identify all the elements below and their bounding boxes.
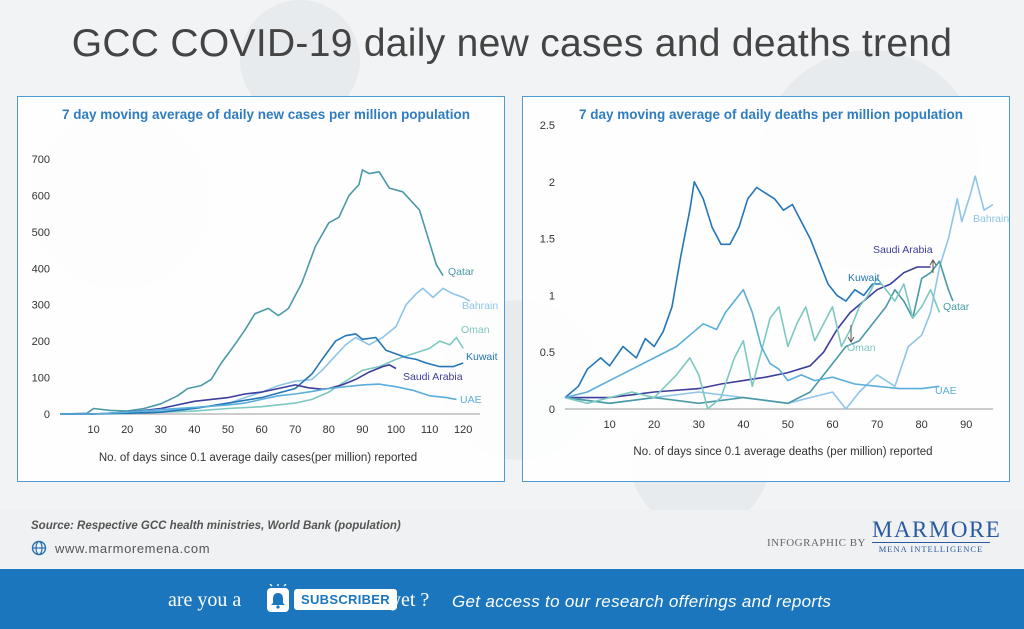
subscriber-label: SUBSCRIBER <box>294 588 397 610</box>
infographic-by-label: INFOGRAPHIC BY <box>767 537 866 549</box>
banner-tagline: Get access to our research offerings and… <box>452 592 832 611</box>
y-tick-label: 100 <box>32 373 50 385</box>
x-tick-label: 70 <box>289 424 301 436</box>
y-tick-label: 300 <box>32 300 50 312</box>
y-tick-label: 400 <box>32 263 50 275</box>
series-line-saudi-arabia <box>60 364 397 415</box>
website-text: www.marmoremena.com <box>55 540 211 556</box>
x-tick-label: 110 <box>421 424 439 436</box>
x-tick-label: 90 <box>356 424 368 436</box>
chart-title: 7 day moving average of daily new cases … <box>62 107 470 122</box>
series-label-qatar: Qatar <box>943 301 970 313</box>
website-link[interactable]: www.marmoremena.com <box>31 540 210 556</box>
x-tick-label: 50 <box>782 419 794 431</box>
y-tick-label: 1.5 <box>540 234 555 246</box>
series-label-oman: Oman <box>847 342 876 354</box>
saudi-arrow-head <box>929 259 937 266</box>
banner-yet: yet ? <box>391 589 430 611</box>
deaths-chart-panel: 7 day moving average of daily deaths per… <box>522 96 1010 482</box>
bell-icon <box>267 584 289 612</box>
series-line-qatar <box>59 169 444 415</box>
oman-arrow-head <box>847 336 855 343</box>
series-label-saudi-arabia: Saudi Arabia <box>873 244 933 256</box>
y-tick-label: 700 <box>32 154 50 166</box>
x-tick-label: 120 <box>454 424 472 436</box>
series-label-bahrain: Bahrain <box>462 300 498 312</box>
source-note: Source: Respective GCC health ministries… <box>31 520 401 532</box>
series-line-qatar <box>564 260 954 405</box>
x-tick-label: 50 <box>222 424 234 436</box>
series-line-saudi-arabia <box>565 266 931 399</box>
y-tick-label: 2.5 <box>540 120 555 132</box>
x-tick-label: 20 <box>648 419 660 431</box>
x-tick-label: 100 <box>387 424 405 436</box>
x-tick-label: 80 <box>916 419 928 431</box>
series-line-uae <box>60 383 457 415</box>
y-tick-label: 0 <box>44 409 50 421</box>
logo-sub-text: MENA INTELLIGENCE <box>872 542 990 554</box>
y-tick-label: 200 <box>32 336 50 348</box>
x-tick-label: 60 <box>255 424 267 436</box>
subscriber-badge[interactable]: SUBSCRIBER <box>266 584 397 614</box>
series-line-bahrain <box>60 287 471 415</box>
y-tick-label: 0.5 <box>540 347 555 359</box>
series-label-oman: Oman <box>461 324 490 336</box>
x-tick-label: 30 <box>693 419 705 431</box>
logo-main-text: MARMORE <box>872 517 1002 542</box>
series-label-kuwait: Kuwait <box>466 351 498 363</box>
x-tick-label: 20 <box>121 424 133 436</box>
series-label-kuwait: Kuwait <box>848 272 880 284</box>
series-line-kuwait <box>60 333 464 415</box>
x-tick-label: 80 <box>323 424 335 436</box>
y-tick-label: 1 <box>549 290 555 302</box>
x-tick-label: 10 <box>87 424 99 436</box>
series-label-uae: UAE <box>460 394 482 406</box>
banner-are-you: are you a <box>168 589 242 611</box>
series-label-qatar: Qatar <box>448 266 475 278</box>
globe-icon <box>31 540 47 556</box>
chart-title: 7 day moving average of daily deaths per… <box>579 107 963 122</box>
cases-chart: 7 day moving average of daily new cases … <box>32 107 499 464</box>
x-tick-label: 10 <box>603 419 615 431</box>
y-tick-label: 600 <box>32 190 50 202</box>
x-tick-label: 30 <box>155 424 167 436</box>
series-line-uae <box>564 288 940 399</box>
y-tick-label: 500 <box>32 227 50 239</box>
x-axis-label: No. of days since 0.1 average deaths (pe… <box>633 446 932 458</box>
deaths-chart: 7 day moving average of daily deaths per… <box>540 107 1010 458</box>
x-tick-label: 60 <box>826 419 838 431</box>
marmore-logo[interactable]: MARMORE MENA INTELLIGENCE <box>872 518 1002 554</box>
subscribe-banner[interactable]: are you a SUBSCRIBER yet ? Get access to… <box>0 569 1024 629</box>
x-tick-label: 40 <box>188 424 200 436</box>
series-label-uae: UAE <box>935 385 957 397</box>
page-title: GCC COVID-19 daily new cases and deaths … <box>71 22 953 65</box>
cases-chart-panel: 7 day moving average of daily new cases … <box>17 96 505 482</box>
series-label-saudi-arabia: Saudi Arabia <box>403 371 463 383</box>
x-tick-label: 40 <box>737 419 749 431</box>
x-axis-label: No. of days since 0.1 average daily case… <box>99 452 417 464</box>
series-line-oman <box>564 277 941 410</box>
series-label-bahrain: Bahrain <box>973 213 1009 225</box>
footer <box>0 510 1024 569</box>
y-tick-label: 0 <box>549 404 555 416</box>
y-tick-label: 2 <box>549 177 555 189</box>
x-tick-label: 90 <box>960 419 972 431</box>
x-tick-label: 70 <box>871 419 883 431</box>
series-line-kuwait <box>564 181 882 399</box>
series-line-bahrain <box>564 175 994 410</box>
